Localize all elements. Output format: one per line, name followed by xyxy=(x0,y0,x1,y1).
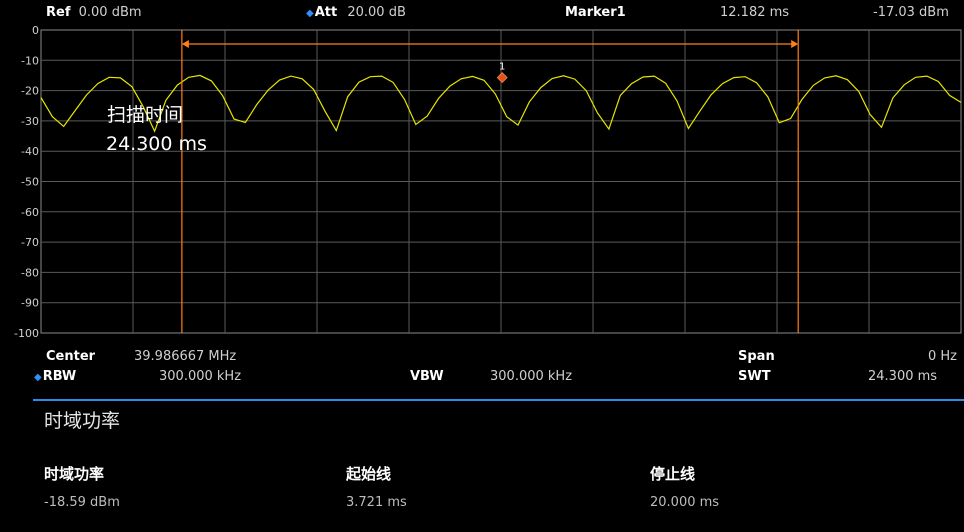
result-value-stop-line[interactable]: 20.000 ms xyxy=(650,495,720,510)
span-label: Span xyxy=(738,349,775,364)
marker-time: 12.182 ms xyxy=(720,5,790,20)
y-tick-label: -80 xyxy=(21,266,39,279)
result-value-start-line[interactable]: 3.721 ms xyxy=(346,495,407,510)
diamond-icon: ◆ xyxy=(306,8,314,19)
y-tick-label: -20 xyxy=(21,85,39,98)
result-heading-power: 时域功率 xyxy=(44,465,105,483)
swt-value[interactable]: 24.300 ms xyxy=(868,369,938,384)
sweep-time-value: 24.300 ms xyxy=(106,133,207,155)
y-tick-label: -30 xyxy=(21,115,39,128)
y-tick-label: -10 xyxy=(21,54,39,67)
y-tick-label: -90 xyxy=(21,297,39,310)
swt-label: SWT xyxy=(738,369,771,384)
rbw-readout[interactable]: ◆RBW xyxy=(34,369,76,384)
result-heading-start-line: 起始线 xyxy=(346,465,392,483)
sweep-time-title: 扫描时间 xyxy=(107,104,184,126)
time-domain-plot[interactable]: 0 -10 -20 -30 -40 -50 -60 -70 -80 -90 -100 1 xyxy=(0,0,964,345)
vbw-label: VBW xyxy=(410,369,444,384)
span-arrow-left xyxy=(181,40,189,48)
results-title: 时域功率 xyxy=(44,410,121,432)
y-tick-label: -100 xyxy=(14,327,39,340)
marker-group: 1 xyxy=(496,62,508,84)
y-tick-label: 0 xyxy=(32,24,39,37)
center-label: Center xyxy=(46,349,96,364)
vbw-value[interactable]: 300.000 kHz xyxy=(490,369,573,384)
ref-value: 0.00 dBm xyxy=(78,5,142,20)
panel-divider xyxy=(33,399,964,401)
ref-label: Ref xyxy=(46,5,71,20)
result-value-power: -18.59 dBm xyxy=(44,495,120,510)
trace-line xyxy=(40,74,962,133)
y-tick-label: -60 xyxy=(21,206,39,219)
trace-group xyxy=(40,74,962,133)
y-axis-labels: 0 -10 -20 -30 -40 -50 -60 -70 -80 -90 -100 xyxy=(14,24,39,340)
marker-1-label: 1 xyxy=(499,62,505,73)
plot-grid xyxy=(40,29,962,334)
att-value: 20.00 dB xyxy=(347,5,406,20)
marker-1-diamond xyxy=(496,72,508,84)
diamond-icon: ◆ xyxy=(34,372,42,383)
att-label: Att xyxy=(314,5,338,20)
rbw-label: RBW xyxy=(42,369,77,384)
y-tick-label: -70 xyxy=(21,236,39,249)
result-heading-stop-line: 停止线 xyxy=(650,465,696,483)
marker-level: -17.03 dBm xyxy=(873,5,949,20)
ref-readout: Ref 0.00 dBm xyxy=(46,5,142,20)
att-readout[interactable]: ◆Att 20.00 dB xyxy=(306,5,406,20)
center-value[interactable]: 39.986667 MHz xyxy=(134,349,237,364)
span-value[interactable]: 0 Hz xyxy=(928,349,958,364)
span-arrow-right xyxy=(791,40,799,48)
y-tick-label: -40 xyxy=(21,145,39,158)
y-tick-label: -50 xyxy=(21,176,39,189)
power-lines xyxy=(181,30,799,333)
rbw-value[interactable]: 300.000 kHz xyxy=(159,369,242,384)
marker-label: Marker1 xyxy=(565,5,626,20)
